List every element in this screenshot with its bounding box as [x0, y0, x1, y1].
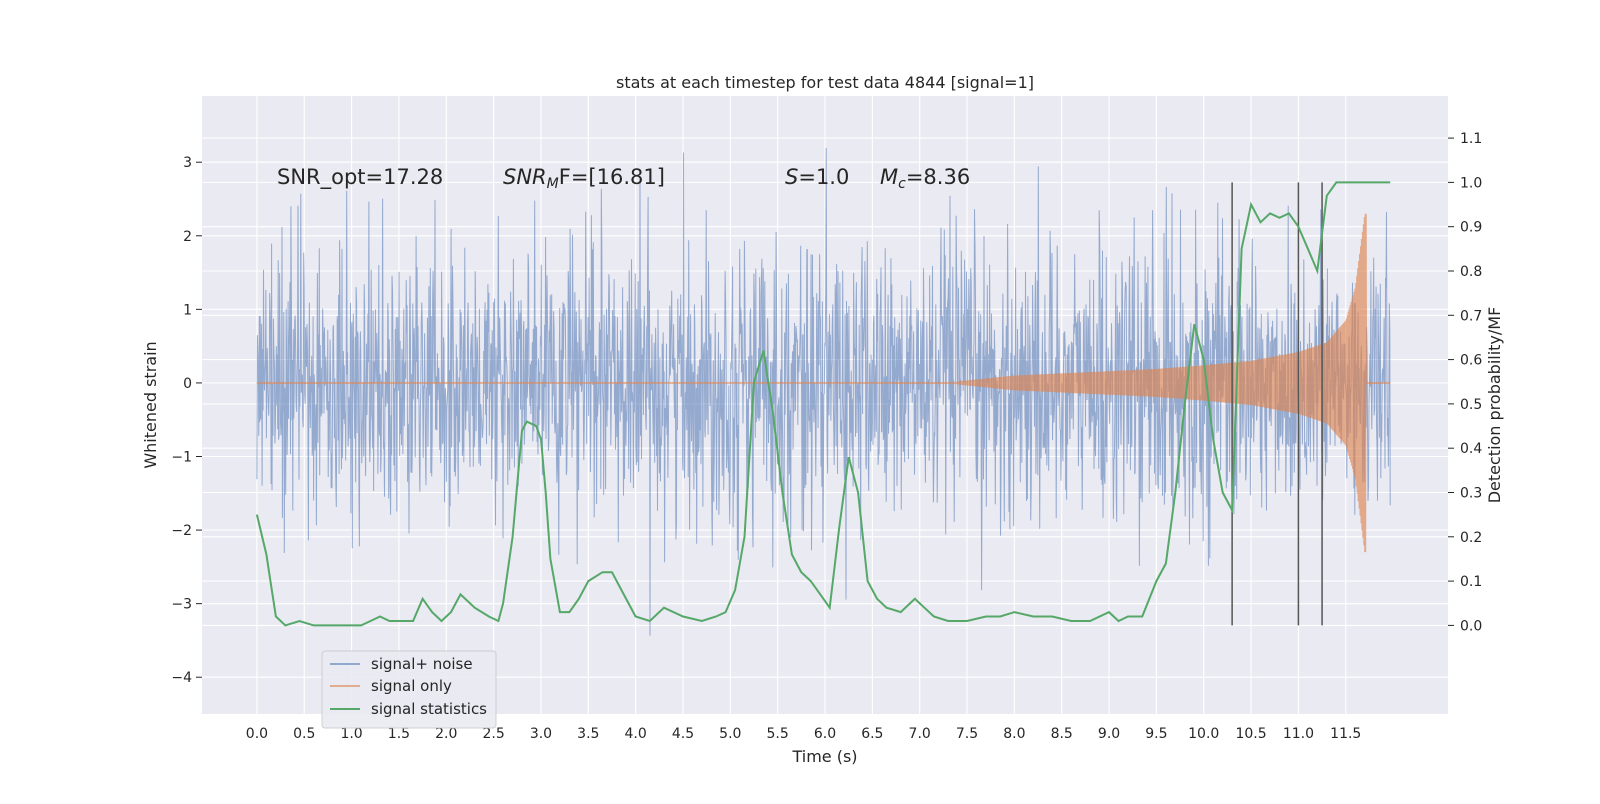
y-tick-label: 2: [183, 229, 192, 245]
x-tick-label: 1.5: [388, 726, 410, 742]
x-axis-label: Time (s): [791, 747, 857, 766]
x-tick-label: 3.0: [530, 726, 552, 742]
series-signal-noise: [256, 148, 1391, 636]
x-tick-label: 2.0: [435, 726, 457, 742]
noise-series-layer: [256, 148, 1391, 636]
annotation-snr-mf-base: SNR: [503, 165, 547, 189]
y2-axis-label: Detection probability/MF: [1485, 307, 1504, 504]
y2-tick-label: 0.7: [1460, 308, 1482, 324]
y2-tick-label: 0.8: [1460, 264, 1482, 280]
y-tick-label: −2: [171, 523, 192, 539]
chirp-series-layer: [256, 213, 1391, 553]
chart-title: stats at each timestep for test data 484…: [616, 73, 1034, 92]
x-tick-label: 9.0: [1098, 726, 1120, 742]
y-tick-label: −1: [171, 450, 192, 466]
x-tick-label: 4.5: [672, 726, 694, 742]
annotation-mc-sub: c: [898, 176, 906, 192]
y-tick-label: −3: [171, 597, 192, 613]
x-tick-label: 10.5: [1235, 726, 1266, 742]
x-tick-label: 8.0: [1003, 726, 1025, 742]
legend-label-signal: signal only: [371, 677, 452, 695]
annotation-s-tail: =1.0: [798, 165, 849, 189]
y2-tick-label: 1.1: [1460, 131, 1482, 147]
legend-box: [321, 650, 497, 729]
y-tick-label: 0: [183, 376, 192, 392]
x-tick-label: 7.5: [956, 726, 978, 742]
annotation-s-value: S=1.0: [785, 165, 849, 189]
y2-tick-label: 0.2: [1460, 530, 1482, 546]
x-tick-label: 7.0: [909, 726, 931, 742]
x-tick-label: 0.5: [293, 726, 315, 742]
x-tick-label: 1.0: [340, 726, 362, 742]
legend: signal+ noise signal only signal statist…: [321, 650, 497, 729]
series-signal-statistics: [255, 181, 1391, 627]
annotation-snr-mf-sub: M: [547, 176, 559, 192]
legend-label-noise: signal+ noise: [371, 655, 473, 673]
x-tick-label: 5.5: [767, 726, 789, 742]
x-tick-label: 0.0: [246, 726, 268, 742]
annotation-s-base: S: [785, 165, 798, 189]
legend-label-statistics: signal statistics: [371, 700, 487, 718]
annotation-snr-mf-tail: F=[16.81]: [559, 165, 665, 189]
y-axis-label: Whitened strain: [141, 341, 160, 468]
annotation-chirp-mass: Mc=8.36: [880, 165, 970, 192]
marker-lines-layer: [1231, 182, 1323, 626]
y2-tick-label: 0.3: [1460, 485, 1482, 501]
annotation-snr-mf: SNRMF=[16.81]: [503, 165, 665, 192]
series-signal-only: [256, 213, 1391, 553]
annotation-mc-tail: =8.36: [906, 165, 970, 189]
x-tick-label: 3.5: [577, 726, 599, 742]
x-tick-label: 9.5: [1145, 726, 1167, 742]
y2-tick-label: 0.1: [1460, 574, 1482, 590]
y-tick-label: −4: [171, 670, 192, 686]
y-tick-label: 3: [183, 155, 192, 171]
x-tick-label: 6.5: [861, 726, 883, 742]
y-tick-label: 1: [183, 302, 192, 318]
y2-tick-label: 1.0: [1460, 175, 1482, 191]
annotation-mc-base: M: [880, 165, 898, 189]
y2-tick-label: 0.5: [1460, 397, 1482, 413]
x-tick-label: 10.0: [1188, 726, 1219, 742]
y2-tick-label: 0.9: [1460, 220, 1482, 236]
x-tick-label: 11.0: [1283, 726, 1314, 742]
x-tick-label: 6.0: [814, 726, 836, 742]
x-tick-label: 8.5: [1051, 726, 1073, 742]
x-tick-label: 4.0: [625, 726, 647, 742]
y2-tick-label: 0.4: [1460, 441, 1482, 457]
statistics-series-layer: [255, 181, 1391, 627]
x-tick-label: 2.5: [482, 726, 504, 742]
annotation-snr-opt: SNR_opt=17.28: [277, 165, 443, 190]
x-tick-label: 5.0: [719, 726, 741, 742]
x-tick-label: 11.5: [1330, 726, 1361, 742]
ticks-layer: 0.0 0.5 1.0 1.5 2.0 2.5 3.0 3.5 4.0 4.5 5.0 5.5 6.0 6…: [171, 131, 1482, 742]
y2-tick-label: 0.6: [1460, 353, 1482, 369]
y2-tick-label: 0.0: [1460, 618, 1482, 634]
